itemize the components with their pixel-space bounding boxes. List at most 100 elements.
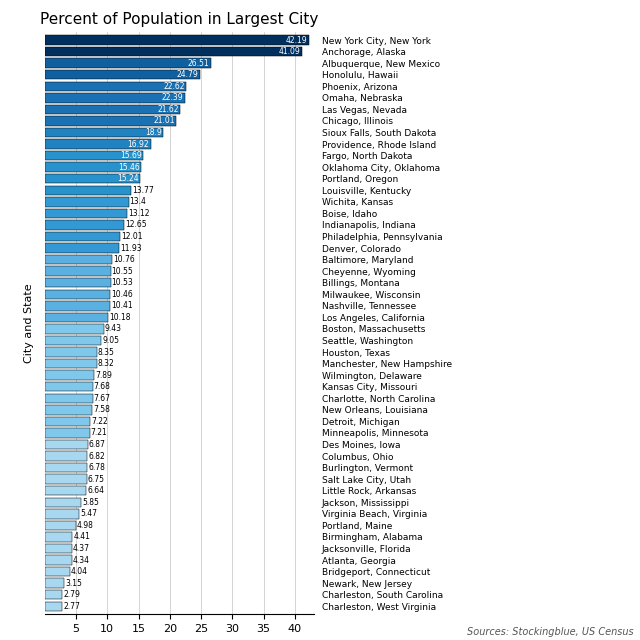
Bar (45, 324, 104, 333)
Bar (45, 278, 111, 287)
Bar (45, 348, 97, 357)
Text: 6.87: 6.87 (89, 440, 106, 449)
Bar (45, 174, 140, 184)
Bar (45, 93, 185, 102)
Text: 6.82: 6.82 (88, 452, 105, 461)
Bar (45, 474, 87, 484)
Text: 11.93: 11.93 (120, 244, 142, 253)
Bar (45, 486, 86, 495)
Bar (45, 382, 93, 392)
Text: 4.04: 4.04 (71, 567, 88, 576)
Bar (45, 243, 120, 253)
Bar (45, 209, 127, 218)
Bar (45, 394, 93, 403)
Text: 10.46: 10.46 (111, 290, 133, 299)
Text: 8.35: 8.35 (98, 348, 115, 356)
Text: 16.92: 16.92 (128, 140, 149, 148)
Text: 10.41: 10.41 (111, 301, 132, 310)
Text: 4.37: 4.37 (73, 544, 90, 553)
Title: Percent of Population in Largest City: Percent of Population in Largest City (40, 12, 318, 27)
Text: 12.65: 12.65 (125, 220, 147, 230)
Bar (45, 451, 88, 461)
Bar (45, 197, 129, 207)
Text: 7.89: 7.89 (95, 371, 112, 380)
Bar (45, 70, 200, 79)
Text: 24.79: 24.79 (177, 70, 198, 79)
Text: 6.75: 6.75 (88, 475, 105, 484)
Text: 2.77: 2.77 (63, 602, 80, 611)
Text: 7.22: 7.22 (91, 417, 108, 426)
Bar (45, 81, 186, 91)
Bar (45, 35, 308, 45)
Text: 10.53: 10.53 (111, 278, 133, 287)
Text: 15.69: 15.69 (120, 151, 141, 160)
Bar (45, 463, 87, 472)
Bar (45, 151, 143, 161)
Text: 4.34: 4.34 (73, 556, 90, 564)
Text: 2.79: 2.79 (63, 590, 80, 599)
Bar (45, 289, 110, 299)
Bar (45, 428, 90, 438)
Text: 13.4: 13.4 (129, 197, 147, 206)
Text: 15.24: 15.24 (117, 174, 139, 183)
Bar (45, 140, 150, 149)
Text: 22.62: 22.62 (163, 82, 185, 91)
Text: 41.09: 41.09 (278, 47, 300, 56)
Text: 13.12: 13.12 (128, 209, 149, 218)
Bar (45, 58, 211, 68)
Text: 6.78: 6.78 (88, 463, 105, 472)
Bar (45, 116, 176, 125)
Text: 42.19: 42.19 (285, 36, 307, 45)
Bar (45, 336, 101, 345)
Bar (45, 163, 141, 172)
Text: 4.98: 4.98 (77, 521, 93, 530)
Bar (45, 509, 79, 518)
Bar (45, 567, 70, 577)
Text: 15.46: 15.46 (118, 163, 140, 172)
Text: 10.76: 10.76 (113, 255, 135, 264)
Bar (45, 232, 120, 241)
Bar (45, 405, 92, 415)
Text: 12.01: 12.01 (121, 232, 142, 241)
Bar (45, 417, 90, 426)
Bar (45, 128, 163, 137)
Bar (45, 220, 124, 230)
Bar (45, 521, 76, 530)
Bar (45, 266, 111, 276)
Text: 10.18: 10.18 (109, 313, 131, 322)
Text: 5.85: 5.85 (83, 498, 99, 507)
Y-axis label: City and State: City and State (24, 284, 35, 363)
Text: 13.77: 13.77 (132, 186, 154, 195)
Text: 8.32: 8.32 (98, 359, 115, 368)
Bar (45, 371, 94, 380)
Text: 22.39: 22.39 (162, 93, 184, 102)
Bar (45, 544, 72, 553)
Bar (45, 532, 72, 541)
Bar (45, 556, 72, 565)
Bar (45, 590, 62, 600)
Bar (45, 359, 97, 369)
Text: 10.55: 10.55 (112, 267, 133, 276)
Text: 4.41: 4.41 (74, 532, 90, 541)
Text: Sources: Stockingblue, US Census: Sources: Stockingblue, US Census (467, 627, 634, 637)
Bar (45, 105, 180, 114)
Text: 21.62: 21.62 (157, 105, 179, 114)
Text: 7.58: 7.58 (93, 405, 110, 414)
Bar (45, 497, 81, 507)
Bar (45, 602, 62, 611)
Text: 6.64: 6.64 (87, 486, 104, 495)
Text: 9.05: 9.05 (102, 336, 119, 345)
Text: 21.01: 21.01 (154, 116, 175, 125)
Text: 3.15: 3.15 (65, 579, 83, 588)
Text: 5.47: 5.47 (80, 509, 97, 518)
Bar (45, 579, 65, 588)
Bar (45, 255, 112, 264)
Text: 9.43: 9.43 (105, 324, 122, 333)
Bar (45, 301, 110, 310)
Text: 7.21: 7.21 (91, 428, 108, 438)
Bar (45, 47, 301, 56)
Text: 7.67: 7.67 (93, 394, 111, 403)
Bar (45, 440, 88, 449)
Text: 26.51: 26.51 (188, 59, 209, 68)
Bar (45, 313, 108, 322)
